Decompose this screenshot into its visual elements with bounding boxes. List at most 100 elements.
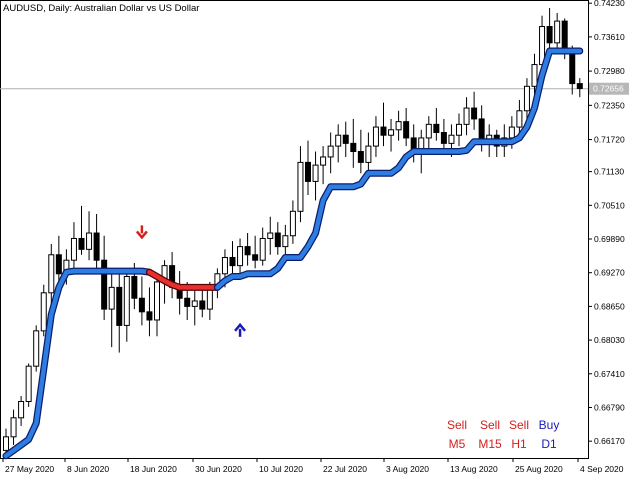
bear-candle-body — [357, 151, 364, 163]
bull-candle-body — [237, 246, 244, 267]
timeframe-d1: D1 — [541, 437, 557, 451]
bull-candle-body — [395, 121, 402, 131]
bull-candle-body — [531, 64, 538, 87]
bear-candle-body — [131, 276, 138, 299]
bull-candle-body — [108, 286, 115, 310]
signal-h1: Sell — [508, 418, 529, 432]
buy-arrow-head — [234, 322, 247, 332]
candle — [305, 140, 311, 195]
bull-candle-body — [456, 123, 462, 136]
time-tick-label: 27 May 2020 — [5, 464, 54, 474]
candle — [78, 205, 85, 255]
bear-candle-body — [78, 237, 85, 250]
candle — [403, 108, 410, 147]
signal-arrows — [135, 225, 247, 337]
bear-candle-body — [561, 20, 568, 52]
candle — [274, 222, 281, 255]
bull-candle-body — [267, 232, 274, 239]
bear-candle-body — [576, 83, 583, 89]
bull-candle-body — [25, 365, 32, 402]
candle — [33, 325, 40, 372]
candle — [101, 235, 108, 320]
current-price-badge — [589, 82, 629, 95]
current-price-label: 0.72656 — [593, 84, 624, 94]
candle — [70, 222, 77, 272]
candle — [237, 238, 244, 274]
candle — [456, 113, 462, 147]
candle — [297, 146, 304, 223]
candle — [471, 91, 478, 130]
candle — [229, 241, 236, 277]
candle — [357, 129, 364, 174]
candle — [463, 97, 470, 136]
bear-candle-body — [274, 232, 281, 248]
bull-candle-body — [523, 85, 530, 112]
candle — [116, 268, 123, 353]
price-tick-label: 0.67410 — [594, 369, 625, 379]
candle — [93, 214, 100, 269]
bull-candle-body — [10, 417, 17, 438]
bear-candle-body — [305, 161, 311, 182]
time-tick-label: 22 Jul 2020 — [323, 464, 367, 474]
time-tick-label: 25 Aug 2020 — [515, 464, 563, 474]
price-tick-label: 0.73610 — [594, 32, 625, 42]
bull-candle-body — [297, 161, 304, 212]
price-tick-label: 0.71720 — [594, 135, 625, 145]
price-axis: 0.74230 0.73610 0.72980 0.72350 0.71720 0.711… — [588, 0, 629, 446]
time-tick-label: 3 Aug 2020 — [386, 464, 429, 474]
bull-candle-body — [48, 254, 55, 294]
supertrend-down-segment — [147, 269, 220, 290]
buy-arrow-icon — [234, 322, 247, 337]
candle — [146, 287, 153, 337]
bear-candle-body — [471, 107, 478, 120]
signal-m15: Sell — [479, 418, 500, 432]
candle — [169, 252, 176, 299]
candle — [191, 290, 198, 326]
candle — [244, 233, 251, 266]
bear-candle-body — [116, 286, 123, 326]
price-tick-label: 0.68650 — [594, 301, 625, 311]
bull-candle-body — [327, 145, 334, 158]
time-tick-label: 30 Jun 2020 — [195, 464, 242, 474]
price-tick-label: 0.70510 — [594, 200, 625, 210]
candle — [138, 276, 145, 326]
bear-candle-body — [440, 132, 447, 144]
bull-candle-body — [86, 232, 93, 250]
candle — [395, 110, 402, 141]
price-tick-label: 0.74230 — [594, 0, 625, 8]
bull-candle-body — [508, 126, 515, 139]
bull-candle-body — [448, 134, 455, 144]
time-tick-label: 4 Sep 2020 — [580, 464, 624, 474]
candle — [576, 78, 583, 98]
candlesticks — [3, 8, 583, 456]
bear-candle-body — [55, 254, 62, 275]
candle — [55, 235, 62, 288]
candle — [108, 271, 115, 348]
bull-candle-body — [259, 237, 266, 261]
bull-candle-body — [33, 330, 40, 367]
bear-candle-body — [199, 300, 206, 310]
bull-candle-body — [282, 235, 289, 248]
candle — [48, 243, 55, 304]
chart-title: AUDUSD, Daily: Australian Dollar vs US D… — [3, 3, 200, 14]
price-tick-label: 0.69270 — [594, 268, 625, 278]
plot-area-border — [0, 0, 589, 459]
supertrend-line — [2, 47, 584, 460]
signal-d1: Buy — [538, 418, 560, 432]
candle — [440, 118, 447, 152]
bull-candle-body — [372, 126, 379, 147]
bear-candle-body — [380, 126, 387, 136]
candle — [267, 216, 274, 255]
bear-candle-body — [229, 256, 236, 267]
bull-candle-body — [365, 145, 372, 163]
candle — [18, 396, 25, 426]
time-tick-label: 10 Jul 2020 — [259, 464, 303, 474]
bear-candle-body — [342, 134, 349, 144]
candle — [10, 409, 17, 445]
candle — [289, 200, 296, 244]
candle — [40, 284, 47, 337]
bull-candle-body — [335, 134, 342, 147]
bull-candle-body — [154, 281, 160, 321]
candle — [176, 271, 183, 315]
